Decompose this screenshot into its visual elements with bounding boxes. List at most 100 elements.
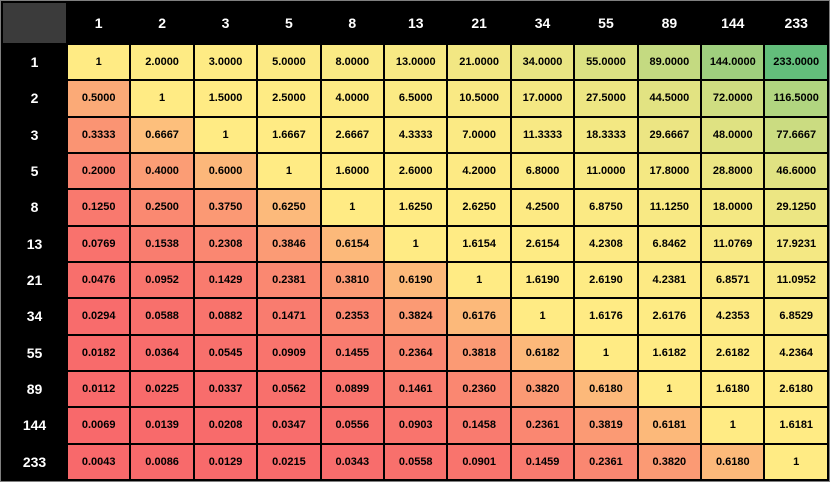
- ratio-cell: 0.0086: [129, 442, 195, 482]
- ratio-cell: 0.0769: [65, 224, 132, 263]
- ratio-cell: 0.3820: [509, 369, 576, 409]
- ratio-cell: 18.3333: [573, 115, 639, 154]
- table-row: 8 0.1250 0.2500 0.3750 0.6250 1 1.6250 2.6250 4.…: [1, 188, 829, 227]
- ratio-cell: 0.0952: [129, 260, 195, 300]
- ratio-cell: 3.0000: [192, 42, 259, 82]
- table-row: 55 0.0182 0.0364 0.0545 0.0909 0.1455 0.2364 0.…: [1, 333, 829, 372]
- table-body: 1 1 2.0000 3.0000 5.0000 8.0000 13.0000 21.0000…: [1, 42, 829, 482]
- ratio-cell: 89.0000: [636, 42, 703, 82]
- ratio-cell: 1.6250: [383, 188, 449, 227]
- ratio-cell: 6.8000: [509, 151, 576, 191]
- ratio-cell: 0.0069: [65, 406, 132, 445]
- table-row: 13 0.0769 0.1538 0.2308 0.3846 0.6154 1 1.6154 2…: [1, 224, 829, 263]
- ratio-cell: 0.3810: [319, 260, 386, 300]
- ratio-cell: 0.6154: [319, 224, 386, 263]
- ratio-cell: 0.3818: [446, 333, 512, 372]
- ratio-cell: 17.9231: [763, 224, 829, 263]
- ratio-cell: 0.6181: [636, 406, 703, 445]
- table-row: 89 0.0112 0.0225 0.0337 0.0562 0.0899 0.1461 0.…: [1, 369, 829, 409]
- ratio-cell: 6.8462: [636, 224, 703, 263]
- column-header: 55: [573, 1, 639, 45]
- column-header: 8: [319, 1, 386, 45]
- ratio-cell: 46.6000: [763, 151, 829, 191]
- ratio-cell: 0.0112: [65, 369, 132, 409]
- ratio-cell: 0.2360: [446, 369, 512, 409]
- ratio-cell: 2.6000: [383, 151, 449, 191]
- ratio-cell: 11.0769: [700, 224, 766, 263]
- ratio-cell: 0.2361: [509, 406, 576, 445]
- ratio-cell: 2.6250: [446, 188, 512, 227]
- ratio-cell: 1.6000: [319, 151, 386, 191]
- ratio-cell: 2.6182: [700, 333, 766, 372]
- ratio-cell: 1.6154: [446, 224, 512, 263]
- ratio-cell: 4.2381: [636, 260, 703, 300]
- ratio-cell: 77.6667: [763, 115, 829, 154]
- ratio-cell: 0.6250: [256, 188, 322, 227]
- ratio-cell: 0.0364: [129, 333, 195, 372]
- ratio-cell: 6.5000: [383, 79, 449, 118]
- ratio-cell: 29.1250: [763, 188, 829, 227]
- row-header: 21: [1, 260, 68, 300]
- ratio-cell: 0.0208: [192, 406, 259, 445]
- ratio-cell: 0.2000: [65, 151, 132, 191]
- ratio-cell: 0.2364: [383, 333, 449, 372]
- column-header: 144: [700, 1, 766, 45]
- ratio-cell: 1: [256, 151, 322, 191]
- row-header: 8: [1, 188, 68, 227]
- column-header: 13: [383, 1, 449, 45]
- ratio-cell: 2.6154: [509, 224, 576, 263]
- ratio-cell: 0.0343: [319, 442, 386, 482]
- ratio-cell: 2.6180: [763, 369, 829, 409]
- column-header: 21: [446, 1, 512, 45]
- ratio-cell: 1: [65, 42, 132, 82]
- ratio-cell: 0.0562: [256, 369, 322, 409]
- ratio-cell: 0.0182: [65, 333, 132, 372]
- ratio-cell: 1: [636, 369, 703, 409]
- ratio-cell: 6.8750: [573, 188, 639, 227]
- ratio-cell: 0.0909: [256, 333, 322, 372]
- row-header: 89: [1, 369, 68, 409]
- ratio-cell: 6.8571: [700, 260, 766, 300]
- column-header: 5: [256, 1, 322, 45]
- ratio-cell: 1.6180: [700, 369, 766, 409]
- ratio-cell: 0.6190: [383, 260, 449, 300]
- ratio-cell: 4.2000: [446, 151, 512, 191]
- ratio-cell: 28.8000: [700, 151, 766, 191]
- row-header: 233: [1, 442, 68, 482]
- ratio-cell: 72.0000: [700, 79, 766, 118]
- table-row: 34 0.0294 0.0588 0.0882 0.1471 0.2353 0.3824 0.…: [1, 297, 829, 336]
- ratio-cell: 18.0000: [700, 188, 766, 227]
- row-header: 2: [1, 79, 68, 118]
- row-header: 55: [1, 333, 68, 372]
- ratio-cell: 0.1459: [509, 442, 576, 482]
- ratio-cell: 0.2308: [192, 224, 259, 263]
- ratio-cell: 13.0000: [383, 42, 449, 82]
- ratio-cell: 0.0545: [192, 333, 259, 372]
- table-row: 144 0.0069 0.0139 0.0208 0.0347 0.0556 0.0903 0…: [1, 406, 829, 445]
- row-header: 144: [1, 406, 68, 445]
- ratio-cell: 10.5000: [446, 79, 512, 118]
- ratio-cell: 44.5000: [636, 79, 703, 118]
- ratio-cell: 0.3820: [636, 442, 703, 482]
- column-header: 3: [192, 1, 259, 45]
- ratio-cell: 0.3819: [573, 406, 639, 445]
- ratio-cell: 48.0000: [700, 115, 766, 154]
- ratio-cell: 11.0000: [573, 151, 639, 191]
- row-header: 1: [1, 42, 68, 82]
- ratio-cell: 0.0901: [446, 442, 512, 482]
- ratio-cell: 6.8529: [763, 297, 829, 336]
- column-header: 2: [129, 1, 195, 45]
- ratio-cell: 1: [763, 442, 829, 482]
- ratio-cell: 27.5000: [573, 79, 639, 118]
- ratio-cell: 0.1429: [192, 260, 259, 300]
- ratio-cell: 0.6176: [446, 297, 512, 336]
- ratio-cell: 0.3750: [192, 188, 259, 227]
- ratio-cell: 2.6176: [636, 297, 703, 336]
- ratio-cell: 1: [446, 260, 512, 300]
- row-header: 34: [1, 297, 68, 336]
- ratio-cell: 17.0000: [509, 79, 576, 118]
- ratio-cell: 1: [319, 188, 386, 227]
- ratio-cell: 0.5000: [65, 79, 132, 118]
- ratio-cell: 0.1250: [65, 188, 132, 227]
